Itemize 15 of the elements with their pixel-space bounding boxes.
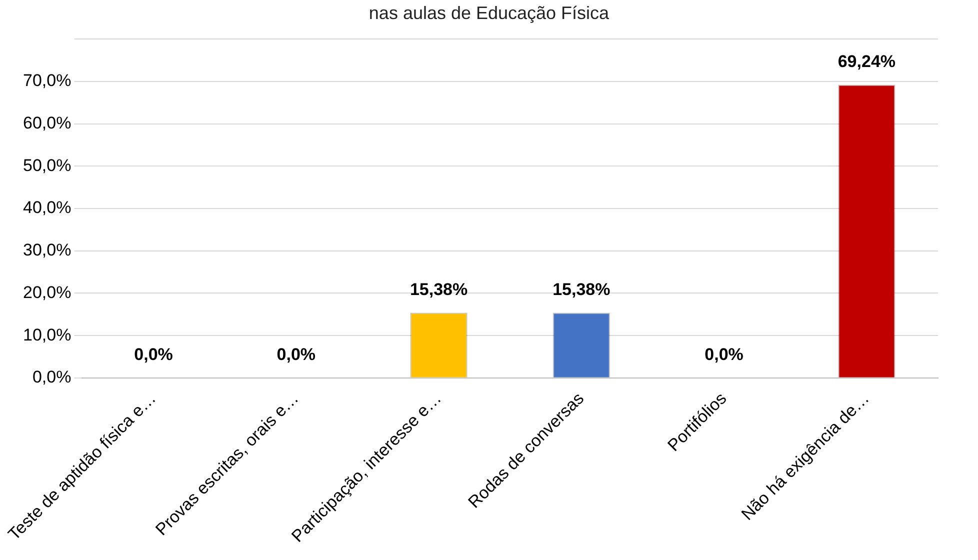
y-tick-label: 40,0% (23, 198, 72, 218)
y-tick-label: 20,0% (23, 282, 72, 302)
y-tick-label: 0,0% (32, 368, 72, 387)
data-label: 15,38% (410, 280, 468, 299)
y-tick-label: 70,0% (23, 71, 72, 90)
chart-title: nas aulas de Educação Física (368, 2, 610, 25)
y-tick-label: 60,0% (23, 114, 72, 133)
y-tick-label: 10,0% (23, 325, 72, 344)
y-tick-label: 50,0% (23, 156, 72, 175)
y-tick-label: 30,0% (23, 240, 72, 260)
data-label: 15,38% (552, 280, 610, 299)
data-label: 0,0% (134, 345, 173, 364)
data-label: 0,0% (276, 345, 316, 364)
data-label: 69,24% (838, 52, 896, 71)
data-label: 0,0% (704, 345, 744, 364)
